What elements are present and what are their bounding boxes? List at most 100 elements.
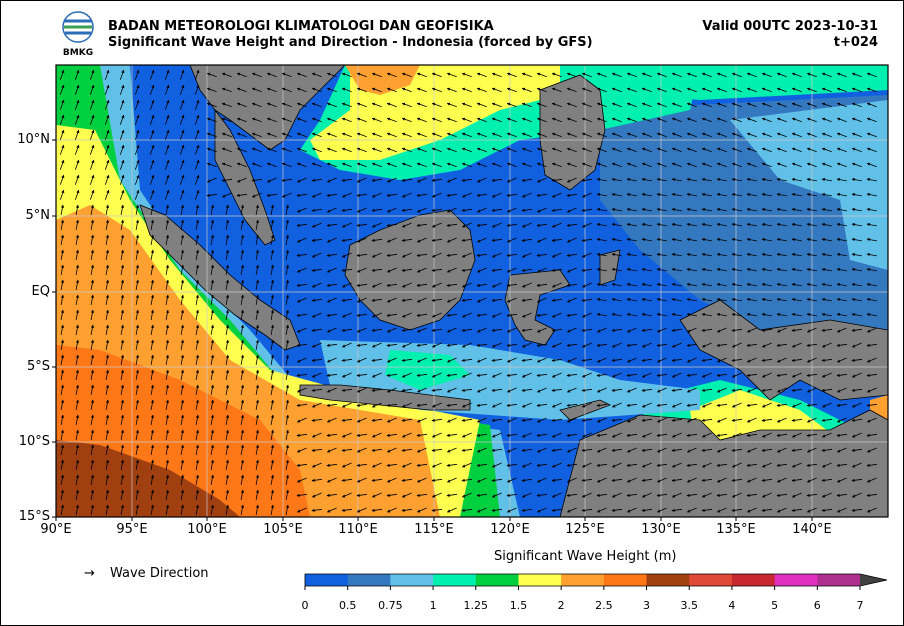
wave-arrow bbox=[386, 237, 397, 243]
wave-arrow bbox=[296, 147, 307, 153]
colorbar-tick-label: 3 bbox=[643, 599, 651, 612]
wave-arrow bbox=[386, 117, 397, 123]
wave-arrow bbox=[536, 117, 547, 123]
graticule bbox=[56, 65, 888, 517]
wave-arrow bbox=[206, 132, 217, 138]
wave-arrow bbox=[206, 193, 218, 197]
wave-arrow bbox=[386, 223, 398, 227]
wave-arrow bbox=[356, 132, 367, 138]
wave-arrow bbox=[341, 132, 352, 138]
wave-arrow bbox=[90, 204, 94, 215]
wave-arrow bbox=[506, 87, 517, 93]
wave-arrow bbox=[135, 204, 139, 215]
wave-arrow bbox=[255, 264, 259, 275]
wave-arrow bbox=[716, 87, 727, 93]
wave-arrow bbox=[251, 192, 262, 198]
wave-arrow bbox=[776, 147, 787, 153]
wave-arrow bbox=[686, 162, 697, 168]
wave-arrow bbox=[866, 102, 877, 108]
wave-arrow bbox=[180, 219, 184, 230]
wave-arrow bbox=[89, 189, 95, 200]
wave-arrow bbox=[566, 72, 577, 78]
wave-arrow bbox=[566, 102, 577, 108]
wave-arrow bbox=[251, 87, 262, 93]
lon-label-110e: 110°E bbox=[338, 522, 378, 537]
wave-arrow bbox=[401, 147, 412, 153]
wave-arrow bbox=[326, 207, 337, 213]
wave-arrow bbox=[641, 223, 652, 227]
wave-arrow bbox=[311, 87, 322, 93]
wave-arrow bbox=[551, 192, 562, 198]
wave-arrow bbox=[281, 72, 292, 78]
wave-arrow bbox=[776, 132, 787, 138]
wave-arrow bbox=[105, 204, 109, 215]
wave-arrow bbox=[206, 117, 217, 123]
wave-arrow bbox=[149, 114, 155, 125]
wave-arrow bbox=[356, 72, 367, 78]
wave-arrow bbox=[416, 72, 427, 78]
wave-arrow bbox=[536, 72, 547, 78]
wave-arrow bbox=[656, 223, 667, 227]
wave-arrow bbox=[581, 102, 592, 108]
wave-arrow bbox=[761, 132, 772, 138]
wave-arrow bbox=[326, 193, 338, 197]
wave-arrow bbox=[150, 249, 154, 260]
wave-arrow bbox=[491, 192, 502, 198]
wave-arrow bbox=[164, 189, 170, 200]
wave-arrow bbox=[221, 162, 232, 168]
wave-arrow bbox=[104, 174, 110, 185]
wave-arrow bbox=[240, 234, 244, 245]
wave-arrow bbox=[119, 144, 125, 155]
wave-arrow bbox=[59, 144, 65, 155]
wave-arrow bbox=[566, 253, 578, 257]
wave-arrow bbox=[195, 219, 199, 230]
wave-arrow bbox=[746, 238, 757, 242]
wave-arrow bbox=[104, 129, 110, 140]
wave-arrow bbox=[195, 204, 199, 215]
wave-arrow bbox=[120, 219, 124, 230]
wave-arrow bbox=[296, 223, 308, 227]
wave-arrow bbox=[90, 234, 94, 245]
wave-arrow bbox=[164, 129, 170, 140]
wave-arrow bbox=[341, 238, 353, 242]
wave-arrow bbox=[371, 162, 382, 168]
wave-arrow bbox=[386, 87, 397, 93]
wave-arrow bbox=[731, 102, 742, 108]
wave-arrow bbox=[866, 162, 877, 168]
wave-arrow bbox=[836, 102, 847, 108]
wave-arrow bbox=[836, 87, 847, 93]
wave-arrow bbox=[701, 238, 712, 242]
wave-arrow bbox=[326, 72, 337, 78]
wave-arrow bbox=[461, 222, 472, 228]
wave-arrow bbox=[446, 193, 458, 197]
wave-arrow bbox=[866, 178, 877, 182]
wave-arrow bbox=[836, 238, 847, 242]
wave-arrow bbox=[311, 147, 322, 153]
wave-arrow bbox=[521, 208, 533, 212]
wave-arrow bbox=[671, 253, 682, 257]
wave-arrow bbox=[761, 223, 772, 227]
wave-arrow bbox=[491, 87, 502, 93]
wave-arrow bbox=[221, 132, 232, 138]
wave-arrow bbox=[416, 132, 427, 138]
wave-arrow bbox=[836, 208, 847, 212]
wave-arrow bbox=[164, 159, 170, 170]
wave-arrow bbox=[491, 222, 502, 228]
wave-arrow bbox=[821, 162, 832, 168]
wave-arrow bbox=[806, 147, 817, 153]
wave-arrow bbox=[134, 69, 140, 80]
wave-arrow bbox=[566, 117, 577, 123]
wave-arrow bbox=[641, 162, 652, 168]
wave-arrow bbox=[656, 102, 667, 108]
wave-arrow bbox=[240, 249, 244, 260]
wave-arrow bbox=[371, 117, 382, 123]
wave-arrow bbox=[671, 162, 682, 168]
wave-arrow bbox=[311, 192, 322, 198]
wave-arrow bbox=[311, 178, 323, 182]
wave-arrow bbox=[90, 249, 94, 260]
wave-arrow bbox=[551, 72, 562, 78]
wave-arrow bbox=[461, 117, 472, 123]
wave-arrow bbox=[506, 72, 517, 78]
wave-arrow bbox=[641, 147, 652, 153]
wave-arrow bbox=[401, 87, 412, 93]
